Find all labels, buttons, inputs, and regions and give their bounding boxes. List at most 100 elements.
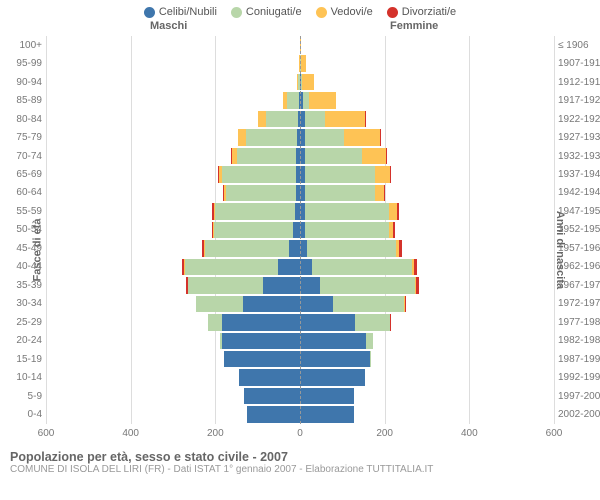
birth-label: 2002-2006 bbox=[558, 409, 600, 420]
plot-area: 100+≤ 190695-991907-191190-941912-191685… bbox=[46, 36, 554, 424]
seg-single bbox=[278, 259, 300, 275]
male-bar bbox=[46, 55, 300, 71]
birth-label: 1967-1971 bbox=[558, 280, 600, 291]
male-bar bbox=[46, 37, 300, 53]
seg-widowed bbox=[344, 129, 380, 145]
female-bar bbox=[300, 277, 554, 293]
age-label: 50-54 bbox=[6, 224, 42, 235]
male-bar bbox=[46, 314, 300, 330]
male-bar bbox=[46, 222, 300, 238]
birth-label: 1962-1966 bbox=[558, 261, 600, 272]
male-bar bbox=[46, 240, 300, 256]
seg-divorced bbox=[416, 277, 419, 293]
age-label: 15-19 bbox=[6, 354, 42, 365]
seg-widowed bbox=[362, 148, 385, 164]
female-bar bbox=[300, 166, 554, 182]
seg-married bbox=[205, 240, 290, 256]
seg-single bbox=[300, 388, 354, 404]
legend-label: Celibi/Nubili bbox=[159, 6, 217, 18]
seg-divorced bbox=[397, 203, 399, 219]
seg-widowed bbox=[301, 55, 306, 71]
age-label: 0-4 bbox=[6, 409, 42, 420]
seg-married bbox=[196, 296, 243, 312]
age-label: 80-84 bbox=[6, 114, 42, 125]
seg-divorced bbox=[414, 259, 417, 275]
age-label: 40-44 bbox=[6, 261, 42, 272]
birth-label: 1942-1946 bbox=[558, 187, 600, 198]
seg-single bbox=[300, 351, 370, 367]
female-bar bbox=[300, 203, 554, 219]
birth-label: 1932-1936 bbox=[558, 151, 600, 162]
legend-item: Coniugati/e bbox=[231, 6, 302, 18]
seg-single bbox=[243, 296, 300, 312]
chart-container: Celibi/NubiliConiugati/eVedovi/eDivorzia… bbox=[0, 0, 600, 500]
female-bar bbox=[300, 129, 554, 145]
seg-married bbox=[355, 314, 390, 330]
seg-divorced bbox=[399, 240, 402, 256]
birth-label: 1957-1961 bbox=[558, 243, 600, 254]
seg-single bbox=[300, 296, 333, 312]
female-bar bbox=[300, 259, 554, 275]
female-bar bbox=[300, 37, 554, 53]
center-line bbox=[300, 36, 301, 424]
seg-married bbox=[188, 277, 263, 293]
birth-label: ≤ 1906 bbox=[558, 40, 600, 51]
male-bar bbox=[46, 203, 300, 219]
column-headers: Maschi Femmine bbox=[0, 20, 600, 36]
seg-married bbox=[305, 222, 389, 238]
seg-married bbox=[307, 240, 396, 256]
seg-married bbox=[312, 259, 413, 275]
age-label: 55-59 bbox=[6, 206, 42, 217]
male-bar bbox=[46, 74, 300, 90]
age-label: 95-99 bbox=[6, 58, 42, 69]
female-bar bbox=[300, 388, 554, 404]
male-bar bbox=[46, 129, 300, 145]
female-bar bbox=[300, 185, 554, 201]
seg-married bbox=[208, 314, 222, 330]
male-bar bbox=[46, 406, 300, 422]
seg-single bbox=[300, 369, 365, 385]
seg-married bbox=[366, 333, 374, 349]
age-label: 20-24 bbox=[6, 335, 42, 346]
seg-single bbox=[293, 222, 300, 238]
legend-swatch bbox=[231, 7, 242, 18]
seg-married bbox=[305, 185, 375, 201]
seg-married bbox=[214, 222, 292, 238]
seg-married bbox=[287, 92, 299, 108]
birth-label: 1917-1921 bbox=[558, 95, 600, 106]
seg-widowed bbox=[309, 92, 335, 108]
male-bar bbox=[46, 111, 300, 127]
seg-married bbox=[222, 166, 296, 182]
x-tick: 600 bbox=[546, 428, 563, 439]
chart-subtitle: COMUNE DI ISOLA DEL LIRI (FR) - Dati IST… bbox=[10, 464, 590, 475]
seg-single bbox=[300, 259, 312, 275]
seg-married bbox=[185, 259, 278, 275]
seg-single bbox=[222, 314, 300, 330]
x-axis: 6004002000200400600 bbox=[46, 424, 554, 446]
female-bar bbox=[300, 222, 554, 238]
male-bar bbox=[46, 92, 300, 108]
x-tick: 600 bbox=[38, 428, 55, 439]
seg-widowed bbox=[389, 203, 396, 219]
x-tick: 0 bbox=[297, 428, 303, 439]
birth-label: 1937-1941 bbox=[558, 169, 600, 180]
male-bar bbox=[46, 185, 300, 201]
age-label: 90-94 bbox=[6, 77, 42, 88]
seg-married bbox=[305, 148, 362, 164]
seg-widowed bbox=[258, 111, 266, 127]
age-label: 65-69 bbox=[6, 169, 42, 180]
birth-label: 1982-1986 bbox=[558, 335, 600, 346]
seg-single bbox=[300, 333, 366, 349]
male-bar bbox=[46, 166, 300, 182]
female-bar bbox=[300, 314, 554, 330]
age-label: 100+ bbox=[6, 40, 42, 51]
seg-widowed bbox=[238, 129, 246, 145]
male-bar bbox=[46, 369, 300, 385]
legend-label: Vedovi/e bbox=[331, 6, 373, 18]
chart-title: Popolazione per età, sesso e stato civil… bbox=[10, 450, 590, 464]
birth-label: 1997-2001 bbox=[558, 391, 600, 402]
seg-divorced bbox=[380, 129, 381, 145]
legend-swatch bbox=[316, 7, 327, 18]
seg-married bbox=[333, 296, 404, 312]
seg-divorced bbox=[405, 296, 406, 312]
